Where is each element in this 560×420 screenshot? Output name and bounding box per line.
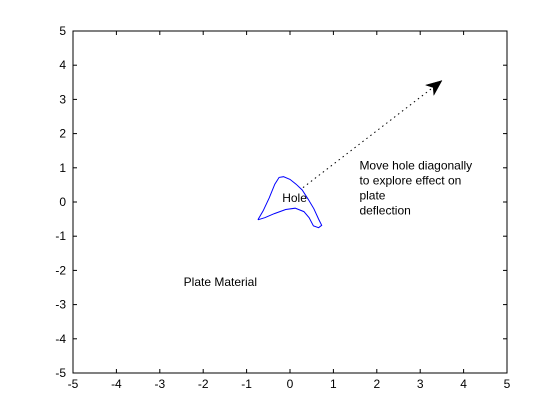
x-tick-label: -2: [198, 377, 209, 391]
y-tick-label: 1: [59, 161, 66, 175]
annotation-line: Move hole diagonally: [359, 159, 472, 173]
x-tick-label: 5: [504, 377, 511, 391]
y-axis-ticks: -5 -4 -3 -2 -1 0 1 2 3 4 5: [55, 24, 507, 380]
y-tick-label: -1: [55, 229, 66, 243]
x-tick-label: 2: [373, 377, 380, 391]
hole-label: Hole: [282, 191, 307, 205]
annotation-line: deflection: [359, 204, 410, 218]
x-tick-label: 0: [287, 377, 294, 391]
y-tick-label: -2: [55, 263, 66, 277]
y-tick-label: -4: [55, 332, 66, 346]
plot-series: [257, 80, 443, 229]
annotations: Hole Plate Material Move hole diagonallyto…: [184, 159, 473, 289]
x-tick-label: -3: [154, 377, 165, 391]
x-tick-label: 4: [460, 377, 467, 391]
x-tick-label: 3: [417, 377, 424, 391]
arrowhead-icon: [424, 80, 443, 97]
hole-outline: [257, 176, 323, 229]
y-tick-label: -5: [55, 366, 66, 380]
y-tick-label: 2: [59, 127, 66, 141]
x-tick-label: -5: [68, 377, 79, 391]
x-tick-label: -4: [111, 377, 122, 391]
plate-label: Plate Material: [184, 275, 257, 289]
y-tick-label: 0: [59, 195, 66, 209]
annotation-line: to explore effect on: [359, 174, 461, 188]
x-tick-label: 1: [330, 377, 337, 391]
direction-arrow-line: [302, 80, 443, 188]
y-tick-label: 3: [59, 92, 66, 106]
y-tick-label: 4: [59, 58, 66, 72]
y-tick-label: 5: [59, 24, 66, 38]
x-axis-ticks: -5 -4 -3 -2 -1 0 1 2 3 4 5: [68, 31, 511, 391]
annotation-line: plate: [359, 189, 385, 203]
y-tick-label: -3: [55, 298, 66, 312]
plot-axes: -5 -4 -3 -2 -1 0 1 2 3 4 5 -5 -4 -3 -2 -1 0 1 2 3 4 5: [55, 24, 510, 391]
x-tick-label: -1: [241, 377, 252, 391]
